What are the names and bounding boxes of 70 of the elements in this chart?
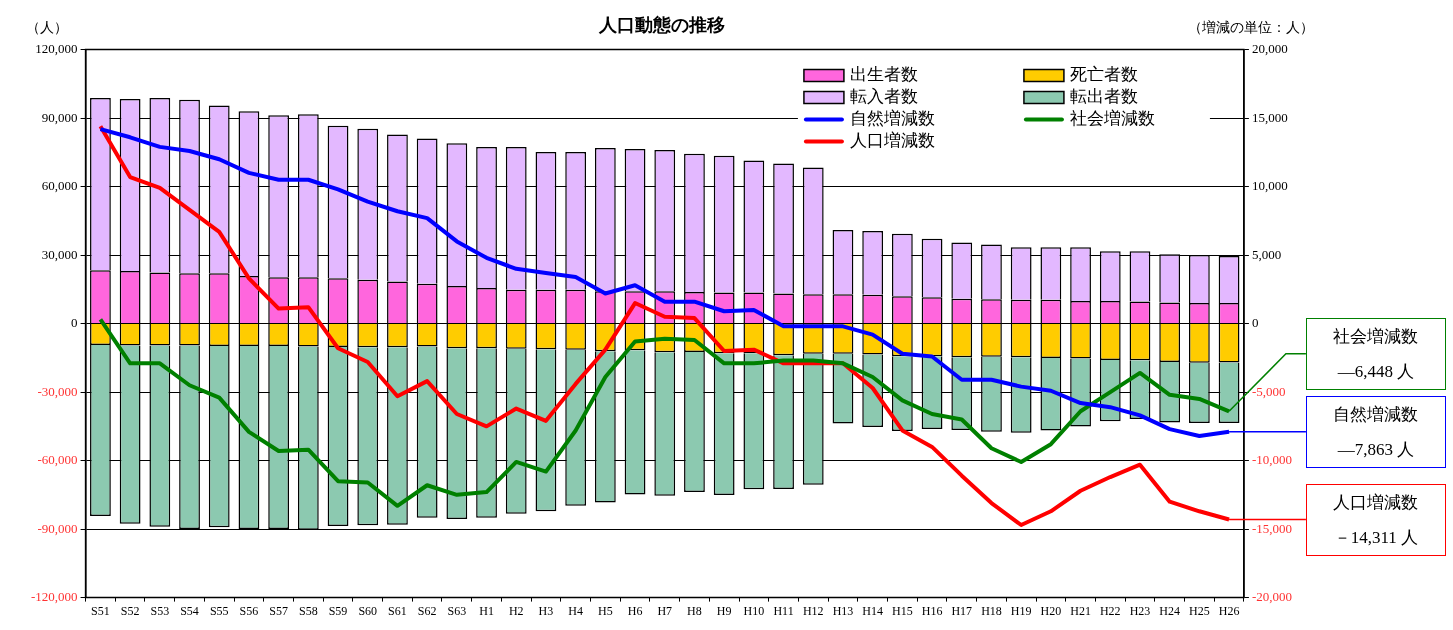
x-tick-label: H18 <box>981 603 1002 618</box>
x-tick-label: S55 <box>209 603 229 618</box>
y-tick-label: -90,000 <box>37 520 78 536</box>
x-tick-label: H23 <box>1129 603 1151 618</box>
y2-tick-label: 15,000 <box>1251 109 1288 125</box>
legend-label: 自然増減数 <box>849 109 935 129</box>
x-tick-label: H25 <box>1189 603 1210 618</box>
x-tick-label: H22 <box>1099 603 1121 618</box>
x-tick-label: S58 <box>298 603 318 618</box>
x-tick-label: S56 <box>239 603 259 618</box>
legend-label: 死亡者数 <box>1069 65 1138 85</box>
x-tick-label: H15 <box>892 603 913 618</box>
x-tick-label: S52 <box>120 603 140 618</box>
x-tick-label: H6 <box>627 603 643 618</box>
y2-tick-label: 20,000 <box>1251 41 1288 57</box>
callout-box: 人口増減数 －14,311 人 <box>1305 483 1446 556</box>
legend-label: 社会増減数 <box>1069 109 1155 129</box>
x-tick-label: H17 <box>951 603 973 618</box>
x-tick-label: S60 <box>358 603 378 618</box>
x-tick-label: S57 <box>269 603 288 618</box>
legend-label: 転出者数 <box>1069 87 1138 107</box>
x-tick-label: S51 <box>91 603 110 618</box>
x-tick-label: H13 <box>832 603 854 618</box>
y-tick-label: 0 <box>71 315 78 331</box>
x-tick-label: H1 <box>479 603 494 618</box>
x-tick-label: H4 <box>568 603 583 618</box>
legend-label: 出生者数 <box>849 65 918 85</box>
x-tick-label: H5 <box>598 603 613 618</box>
y2-tick-label: -5,000 <box>1251 383 1286 399</box>
y2-tick-label: -15,000 <box>1251 520 1293 536</box>
legend-label: 転入者数 <box>849 87 918 107</box>
y2-tick-label: 10,000 <box>1251 178 1288 194</box>
y-tick-label: 90,000 <box>41 109 78 125</box>
x-tick-label: H21 <box>1070 603 1091 618</box>
y2-tick-label: -10,000 <box>1251 452 1293 468</box>
x-tick-label: S61 <box>388 603 407 618</box>
x-tick-label: H14 <box>862 603 883 618</box>
x-tick-label: H26 <box>1218 603 1240 618</box>
x-tick-label: H19 <box>1010 603 1032 618</box>
x-tick-label: H24 <box>1159 603 1180 618</box>
y-tick-label: -30,000 <box>37 383 78 399</box>
y2-tick-label: -20,000 <box>1251 589 1293 605</box>
x-tick-label: H16 <box>921 603 943 618</box>
x-tick-label: S63 <box>447 603 467 618</box>
x-tick-label: H20 <box>1040 603 1062 618</box>
y2-axis-title: （増減の単位：人） <box>1187 19 1314 36</box>
x-tick-label: H12 <box>802 603 824 618</box>
x-tick-label: H7 <box>657 603 673 618</box>
x-tick-label: H9 <box>716 603 732 618</box>
y-tick-label: -120,000 <box>30 589 78 605</box>
x-tick-label: S59 <box>328 603 348 618</box>
x-tick-label: H8 <box>687 603 702 618</box>
x-tick-label: S62 <box>417 603 437 618</box>
x-tick-label: H3 <box>538 603 554 618</box>
y-tick-label: -60,000 <box>37 452 78 468</box>
callout-box: 自然増減数 ―7,863 人 <box>1305 395 1446 468</box>
y-tick-label: 30,000 <box>41 246 78 262</box>
y-tick-label: 120,000 <box>35 41 78 57</box>
x-tick-label: H10 <box>743 603 765 618</box>
x-tick-label: S53 <box>150 603 170 618</box>
x-tick-label: H11 <box>773 603 794 618</box>
legend-label: 人口増減数 <box>849 131 935 151</box>
y2-tick-label: 0 <box>1251 315 1259 331</box>
callout-box: 社会増減数 ―6,448 人 <box>1305 317 1446 390</box>
y-axis-title: （人） <box>25 20 68 36</box>
y2-tick-label: 5,000 <box>1251 246 1282 262</box>
y-tick-label: 60,000 <box>41 178 78 194</box>
x-tick-label: H2 <box>508 603 524 618</box>
x-tick-label: S54 <box>180 603 199 618</box>
chart-title: 人口動態の推移 <box>597 15 725 36</box>
